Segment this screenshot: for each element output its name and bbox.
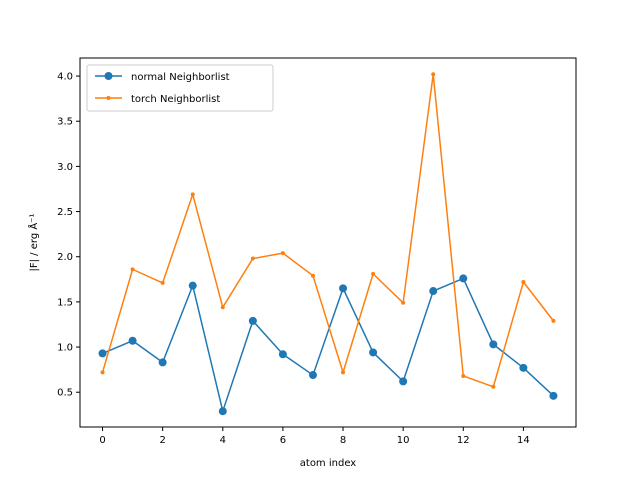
data-point [399,377,408,386]
legend-label: normal Neighborlist [131,72,230,83]
data-point [461,373,466,378]
series-1 [98,274,558,416]
data-point [371,271,376,276]
y-axis-label: |F| / erg Å⁻¹ [27,214,40,272]
data-point [369,348,378,357]
plot-area [98,72,558,416]
y-tick-label: 2.5 [57,207,73,218]
x-tick-label: 14 [517,435,530,446]
data-point [489,340,498,349]
x-axis-label: atom index [300,458,357,469]
data-point [459,274,468,283]
x-tick-label: 10 [397,435,410,446]
data-point [128,336,137,345]
data-point [218,407,227,416]
x-tick-label: 6 [280,435,286,446]
y-tick-label: 0.5 [57,388,73,399]
x-tick-label: 8 [340,435,346,446]
y-tick-label: 3.0 [57,162,73,173]
data-point [339,284,348,293]
legend-marker [106,96,111,100]
axes-frame [79,57,577,428]
data-point [248,316,257,325]
data-point [519,363,528,372]
x-axis-ticks: 0 2 4 6 8 10 12 14 [99,427,530,446]
y-axis-ticks: 0.5 1.0 1.5 2.0 2.5 3.0 3.5 4.0 [57,72,80,399]
x-tick-label: 4 [220,435,226,446]
y-tick-label: 1.5 [57,297,73,308]
data-point [310,273,315,278]
y-tick-label: 1.0 [57,343,73,354]
x-tick-label: 12 [457,435,470,446]
data-point [158,358,167,367]
legend-marker [104,72,113,80]
data-point [278,350,287,359]
x-tick-label: 0 [99,435,105,446]
data-point [491,384,496,389]
data-point [551,318,556,323]
y-tick-label: 4.0 [57,72,73,83]
legend: normal Neighborlist torch Neighborlist [86,64,274,112]
series-line [102,277,554,412]
data-point [549,391,558,400]
legend-label: torch Neighborlist [131,94,220,105]
series-line [101,73,555,388]
data-point [308,371,317,380]
y-tick-label: 2.0 [57,252,73,263]
y-tick-label: 3.5 [57,117,73,128]
data-point [188,281,197,290]
data-point [280,251,285,256]
legend-frame [86,64,274,112]
series-2 [100,72,556,389]
x-tick-label: 2 [159,435,165,446]
data-point [98,349,107,358]
data-point [431,72,436,77]
data-point [521,280,526,285]
data-point [401,300,406,305]
data-point [160,280,165,285]
data-point [190,192,195,197]
data-point [429,287,438,296]
data-point [130,267,135,272]
data-point [100,370,105,375]
data-point [220,305,225,310]
data-point [341,370,346,375]
data-point [250,256,255,261]
